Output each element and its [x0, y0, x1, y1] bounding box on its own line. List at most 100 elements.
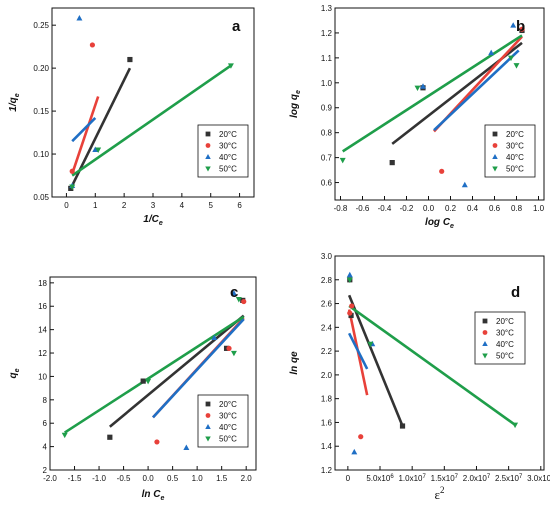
data-point-30 — [358, 434, 364, 440]
data-point-40 — [488, 49, 495, 56]
panel-c-frame — [49, 276, 257, 471]
data-point-30 — [226, 345, 232, 351]
y-tick-label: 2.4 — [321, 323, 333, 332]
legend: 20°C 30°C 40°C 50°C — [197, 124, 249, 178]
data-point-50 — [512, 422, 519, 429]
legend-label-40: 40°C — [219, 153, 237, 162]
y-tick-label: 1.2 — [321, 29, 333, 38]
fit-line-20 — [347, 294, 404, 427]
x-tick-label: 0.6 — [489, 204, 501, 213]
panel-letter: c — [230, 284, 238, 301]
y-axis-label: 1/qe — [8, 93, 21, 111]
fit-line-40 — [71, 117, 97, 143]
x-tick-label: 6 — [237, 201, 242, 210]
y-tick-label: 1.2 — [321, 466, 333, 475]
x-tick-label: 0.0 — [423, 204, 435, 213]
data-point-40 — [351, 448, 358, 455]
fit-line-40 — [152, 318, 245, 419]
x-tick-label: 3.0x107 — [527, 474, 550, 483]
data-point-40 — [420, 83, 426, 89]
x-tick-label: 1 — [93, 201, 98, 210]
x-tick-label: -2.0 — [43, 474, 57, 483]
legend-label-50: 50°C — [506, 165, 524, 174]
x-tick-label: -1.5 — [68, 474, 82, 483]
x-tick-label: -1.0 — [92, 474, 106, 483]
x-tick-label: 0 — [64, 201, 69, 210]
panel-letter: d — [511, 284, 520, 301]
legend-marker-20 — [205, 131, 211, 137]
legend-label-40: 40°C — [506, 153, 524, 162]
data-point-50 — [95, 147, 102, 153]
panel-b: -0.8 -0.6 -0.4 -0.2 0.0 0.2 0.4 0.6 0.8 1.0 0.6 0.7… — [289, 4, 545, 230]
x-tick-label: 0.0 — [143, 474, 155, 483]
y-tick-label: 0.6 — [321, 179, 333, 188]
x-tick-label: -0.6 — [356, 204, 370, 213]
data-point-40 — [183, 444, 190, 450]
x-tick-label: 2.0x107 — [463, 474, 491, 483]
panel-d: 0 5.0x106 1.0x107 1.5x107 2.0x107 2.5x107 3.0x… — [289, 252, 550, 502]
x-tick-label: 0.5 — [167, 474, 179, 483]
panel-d-frame — [334, 255, 545, 471]
data-point-50 — [69, 184, 76, 190]
legend-label-50: 50°C — [219, 435, 237, 444]
legend-marker-50 — [492, 166, 498, 172]
y-tick-label: 4 — [43, 443, 48, 452]
legend-label-30: 30°C — [506, 142, 524, 151]
fit-line-20 — [109, 314, 245, 428]
data-point-50 — [230, 350, 237, 357]
y-tick-label: 6 — [43, 419, 48, 428]
y-tick-label: 10 — [38, 372, 47, 381]
x-tick-label: 1.0x107 — [398, 474, 426, 483]
data-point-40 — [461, 181, 468, 188]
y-tick-label: 2.6 — [321, 300, 333, 309]
y-tick-label: 14 — [38, 326, 47, 335]
data-point-20 — [127, 56, 133, 63]
x-axis-label: 1/Ce — [143, 214, 163, 227]
legend-marker-30 — [482, 330, 488, 335]
y-tick-label: 3.0 — [321, 252, 333, 261]
legend-label-40: 40°C — [496, 340, 514, 349]
legend-label-20: 20°C — [506, 130, 524, 139]
y-tick-label: 0.05 — [33, 193, 49, 202]
legend-label-50: 50°C — [219, 165, 237, 174]
data-point-50 — [513, 63, 520, 69]
x-tick-label: 1.5 — [216, 474, 228, 483]
y-tick-label: 0.8 — [321, 129, 333, 138]
x-tick-label: 3 — [151, 201, 156, 210]
legend-label-30: 30°C — [496, 329, 514, 338]
data-point-20 — [140, 378, 146, 384]
panel-c: -2.0 -1.5 -1.0 -0.5 0.0 0.5 1.0 1.5 2.0 2 4 6 8 10 12 1… — [8, 276, 257, 502]
x-tick-label: 0.2 — [445, 204, 457, 213]
legend-label-30: 30°C — [219, 412, 237, 421]
data-point-40 — [92, 146, 99, 152]
panel-b-frame — [334, 7, 545, 201]
data-point-50 — [145, 378, 152, 385]
x-axis-label: ε2 — [435, 485, 445, 502]
y-tick-label: 2 — [43, 466, 48, 475]
y-tick-label: 1.0 — [321, 79, 333, 88]
x-tick-label: 0.8 — [511, 204, 523, 213]
legend-marker-50 — [205, 166, 211, 172]
x-tick-label: 2.0 — [241, 474, 253, 483]
data-point-20 — [389, 159, 395, 166]
data-point-50 — [61, 432, 68, 439]
x-tick-label: 4 — [180, 201, 185, 210]
x-tick-label: 1.0 — [533, 204, 545, 213]
x-axis-label: ln Ce — [142, 489, 165, 502]
y-tick-label: 0.25 — [33, 21, 49, 30]
y-tick-label: 1.4 — [321, 442, 333, 451]
y-tick-label: 2.0 — [321, 371, 333, 380]
legend-marker-20 — [492, 131, 498, 137]
y-tick-label: 0.10 — [33, 150, 49, 159]
y-tick-label: 12 — [38, 349, 47, 358]
y-tick-label: 8 — [43, 396, 48, 405]
data-point-30 — [69, 168, 75, 174]
x-tick-label: 2.5x107 — [495, 474, 523, 483]
fit-line-40 — [433, 49, 520, 132]
data-point-30 — [241, 298, 247, 305]
data-point-40 — [230, 290, 237, 296]
legend: 20°C 30°C 40°C 50°C — [197, 394, 249, 448]
data-point-40 — [211, 334, 218, 341]
y-tick-label: 1.6 — [321, 418, 333, 427]
x-tick-label: -0.4 — [378, 204, 392, 213]
